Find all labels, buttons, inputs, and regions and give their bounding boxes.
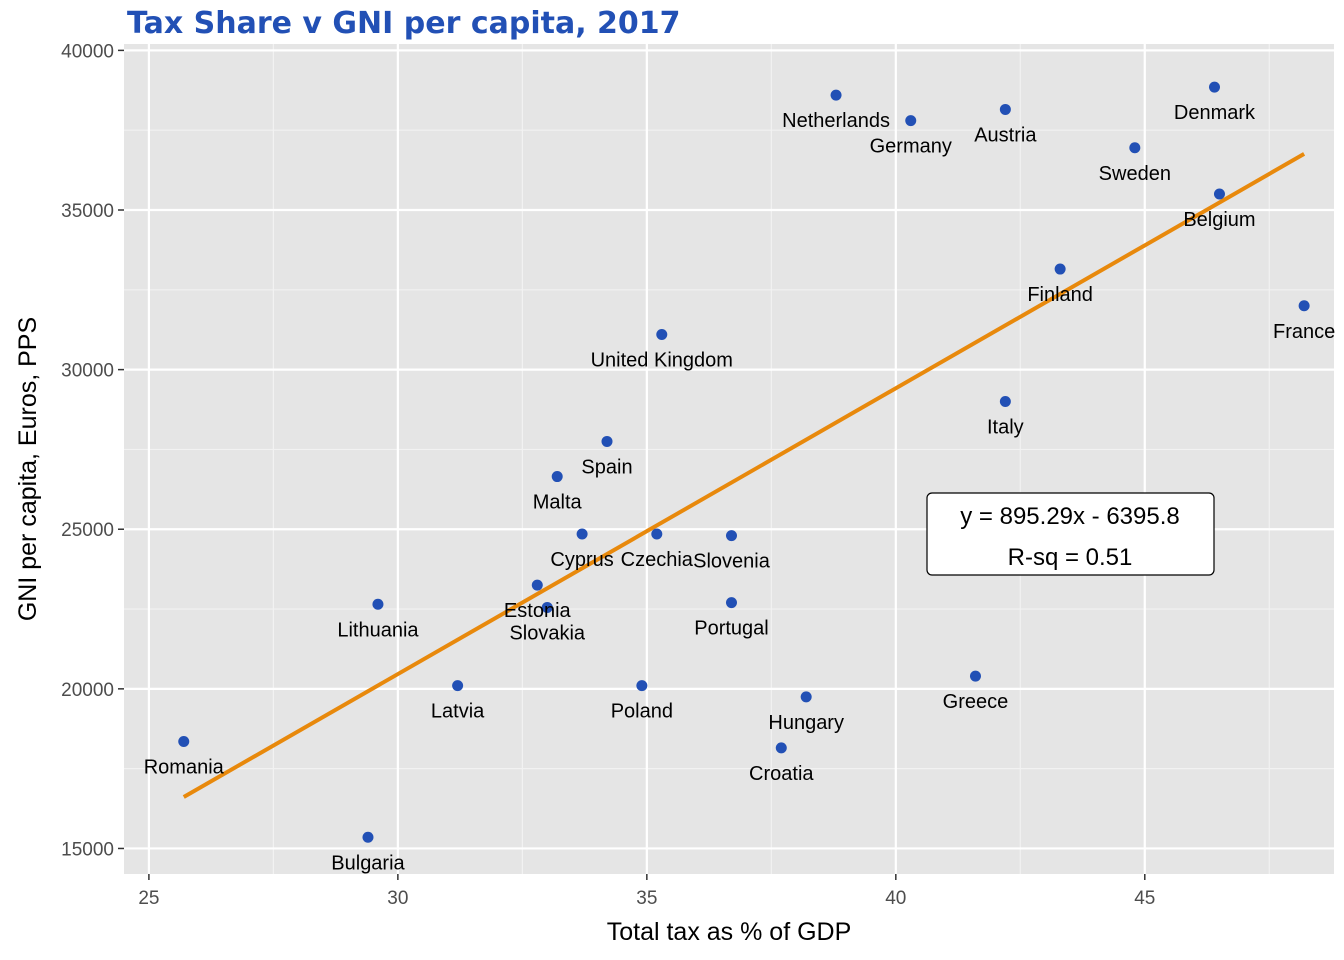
point-label: Romania (144, 757, 225, 779)
point-label: Sweden (1099, 163, 1171, 185)
point-label: Croatia (749, 763, 814, 785)
data-point (551, 471, 563, 483)
point-label: Hungary (768, 712, 844, 734)
data-point (969, 670, 981, 682)
point-label: Slovenia (693, 551, 771, 573)
x-tick-label: 25 (138, 888, 159, 909)
point-label: Belgium (1183, 209, 1255, 231)
data-point (531, 579, 543, 591)
data-point (905, 115, 917, 127)
x-tick-label: 45 (1134, 888, 1155, 909)
point-label: Finland (1027, 284, 1093, 306)
point-label: Germany (870, 136, 952, 158)
trendline-layer (182, 152, 1306, 799)
data-point (1298, 300, 1310, 312)
point-label: Poland (611, 701, 673, 723)
point-label: Austria (974, 124, 1037, 146)
y-tick-label: 25000 (61, 520, 114, 541)
point-label: Cyprus (550, 549, 613, 571)
y-tick-label: 35000 (61, 201, 114, 222)
y-tick-label: 30000 (61, 361, 114, 382)
y-tick-label: 15000 (61, 839, 114, 860)
point-label: Italy (987, 417, 1024, 439)
data-point (178, 736, 190, 748)
data-point (636, 680, 648, 692)
point-label: United Kingdom (591, 350, 733, 372)
chart-title: Tax Share v GNI per capita, 2017 (127, 6, 681, 41)
x-axis-title: Total tax as % of GDP (607, 918, 852, 946)
data-point (452, 680, 464, 692)
data-point (1054, 263, 1066, 275)
point-labels-layer: Netherlands Germany Austria Denmark Sweden Be… (144, 102, 1336, 874)
point-label: Estonia (504, 600, 572, 622)
data-point (1208, 81, 1220, 93)
data-point (1213, 188, 1225, 200)
point-label: Netherlands (782, 110, 890, 132)
point-label: Spain (581, 456, 632, 478)
equation-text: y = 895.29x - 6395.8 (960, 503, 1180, 530)
point-label: Greece (943, 691, 1009, 713)
points-layer (178, 81, 1310, 843)
grid-major (124, 44, 1334, 874)
equation-box: y = 895.29x - 6395.8 R-sq = 0.51 (926, 492, 1215, 576)
point-label: Lithuania (337, 619, 419, 641)
grid-minor (124, 44, 1334, 874)
data-point (999, 396, 1011, 408)
data-point (830, 89, 842, 101)
data-point (725, 530, 737, 542)
point-label: France (1273, 321, 1335, 343)
x-tick-label: 30 (387, 888, 408, 909)
data-point (800, 691, 812, 703)
point-label: Latvia (431, 701, 485, 723)
point-label: Portugal (694, 618, 769, 640)
data-point (656, 329, 668, 340)
y-axis-title: GNI per capita, Euros, PPS (14, 317, 42, 621)
data-point (1129, 142, 1141, 154)
point-label: Malta (533, 492, 583, 514)
point-label: Bulgaria (331, 852, 405, 874)
point-label: Denmark (1174, 102, 1256, 124)
point-label: Slovakia (509, 622, 585, 644)
data-point (601, 435, 613, 447)
data-point (372, 598, 384, 610)
data-point (775, 742, 787, 754)
y-tick-label: 20000 (61, 680, 114, 701)
data-point (651, 528, 663, 540)
r-squared-text: R-sq = 0.51 (1008, 544, 1133, 571)
data-point (725, 597, 737, 609)
plot-panel (124, 44, 1334, 874)
data-point (999, 103, 1011, 115)
x-tick-label: 35 (636, 888, 657, 909)
axes-layer: 25 30 35 40 45 15000 20000 25000 30000 35000 40000 (61, 41, 1155, 909)
y-tick-label: 40000 (61, 41, 114, 62)
data-point (541, 601, 553, 613)
data-point (362, 831, 374, 843)
point-label: Czechia (621, 549, 694, 571)
x-tick-label: 40 (885, 888, 906, 909)
trendline (182, 152, 1306, 799)
data-point (576, 528, 588, 540)
